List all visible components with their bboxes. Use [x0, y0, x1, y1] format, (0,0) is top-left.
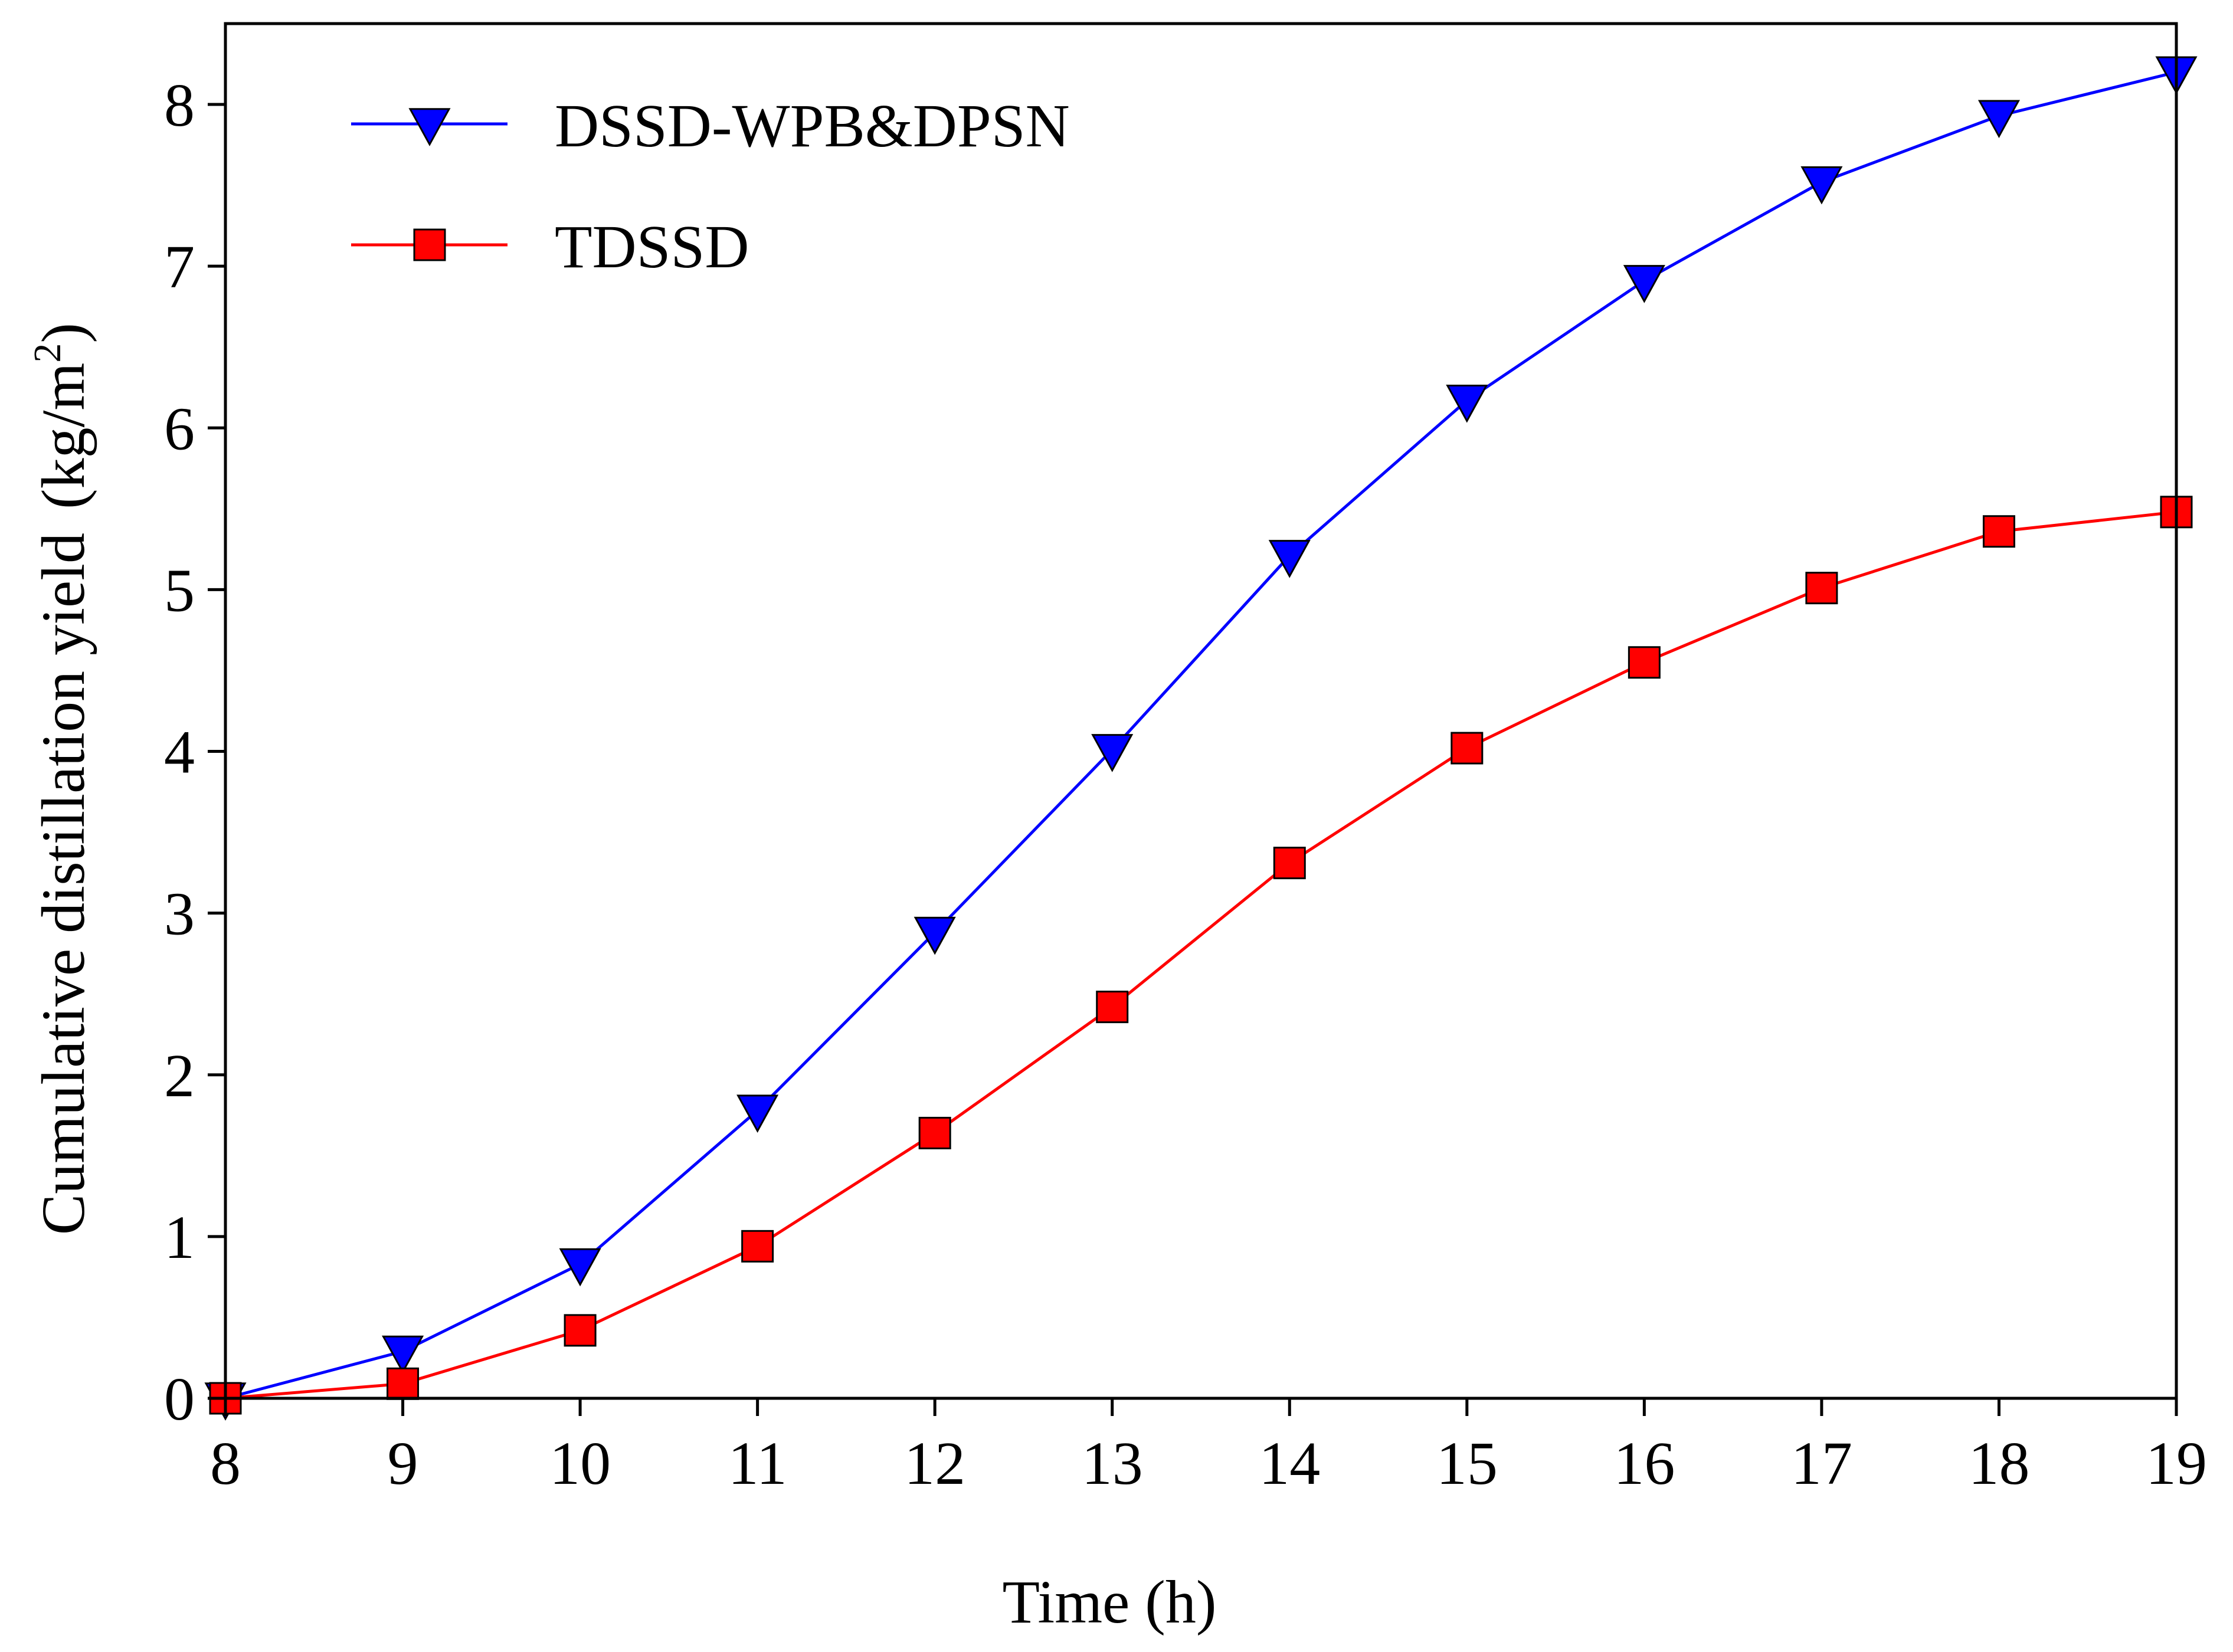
y-axis-title-unit: (kg/m [30, 363, 97, 509]
data-point-tdssd [1805, 572, 1838, 605]
plot-frame [224, 22, 2178, 1400]
data-point-tdssd [1982, 515, 2015, 548]
x-tick-label: 11 [728, 1430, 787, 1497]
y-tick-label: 4 [164, 719, 195, 786]
y-tick-label: 7 [164, 233, 195, 301]
data-point-tdssd [564, 1314, 597, 1347]
data-point-tdssd [387, 1367, 420, 1400]
data-point-dssd [914, 916, 956, 955]
legend-label-dssd: DSSD-WPB&DPSN [555, 92, 1070, 160]
data-point-tdssd [1451, 732, 1484, 765]
series-line-dssd [225, 70, 2177, 1400]
y-tick-label: 3 [164, 880, 195, 948]
data-point-dssd [559, 1248, 601, 1287]
legend-marker-dssd [408, 108, 451, 146]
x-tick-label: 12 [904, 1430, 965, 1497]
y-tick-label: 8 [164, 71, 195, 139]
x-tick-label: 14 [1259, 1430, 1320, 1497]
x-tick-label: 13 [1082, 1430, 1143, 1497]
x-tick-label: 8 [210, 1430, 241, 1497]
legend-label-tdssd: TDSSD [555, 213, 749, 281]
y-tick-label: 5 [164, 556, 195, 624]
x-axis-title: Time (h) [1002, 1568, 1216, 1636]
y-axis-title-unit-sup: 2 [26, 343, 69, 363]
y-tick-label: 0 [164, 1365, 195, 1433]
x-tick-label: 16 [1613, 1430, 1675, 1497]
data-point-tdssd [1273, 847, 1306, 880]
x-tick-label: 10 [549, 1430, 611, 1497]
x-tick-label: 19 [2146, 1430, 2207, 1497]
data-point-dssd [1623, 265, 1665, 303]
x-tick-label: 18 [1968, 1430, 2029, 1497]
data-point-tdssd [1096, 991, 1129, 1024]
data-point-dssd [1091, 734, 1134, 772]
legend-marker-tdssd [413, 228, 446, 261]
x-tick-label: 9 [388, 1430, 418, 1497]
y-tick-label: 6 [164, 395, 195, 463]
data-point-dssd [1800, 166, 1843, 205]
data-point-tdssd [741, 1230, 774, 1263]
y-tick-label: 1 [164, 1204, 195, 1271]
data-point-dssd [1268, 540, 1311, 578]
y-axis-title-main: Cumulative distillation yield [30, 533, 97, 1235]
data-point-dssd [1446, 384, 1488, 423]
data-point-dssd [382, 1335, 424, 1374]
y-tick-label: 2 [164, 1042, 195, 1110]
series-line-tdssd [225, 510, 2177, 1400]
data-point-tdssd [1628, 646, 1661, 679]
x-tick-label: 15 [1436, 1430, 1498, 1497]
data-point-tdssd [918, 1116, 951, 1149]
data-point-dssd [1977, 100, 2020, 139]
y-axis-title-unit-close: ) [30, 323, 97, 343]
x-tick-label: 17 [1791, 1430, 1852, 1497]
data-point-dssd [736, 1094, 779, 1133]
y-axis-title: Cumulative distillation yield (kg/m2) [26, 323, 97, 1235]
